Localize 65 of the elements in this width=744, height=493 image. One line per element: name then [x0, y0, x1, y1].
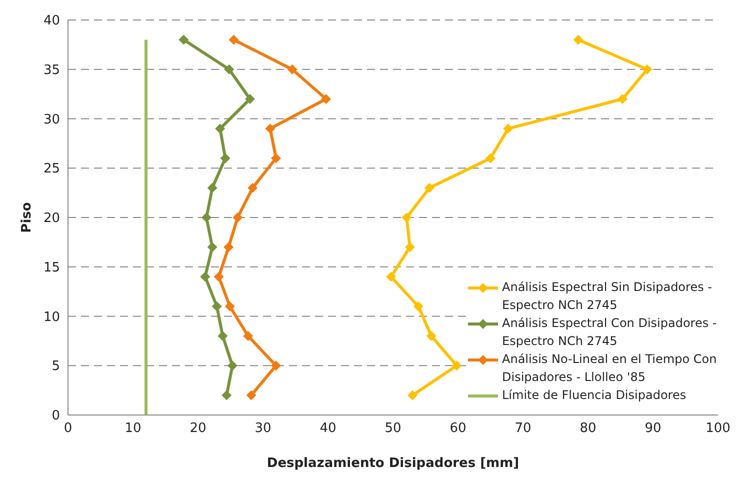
point — [386, 272, 396, 282]
point — [452, 360, 462, 371]
point — [573, 34, 584, 45]
point — [426, 331, 436, 341]
point — [224, 242, 234, 252]
point — [207, 242, 218, 252]
point — [207, 182, 218, 193]
point — [404, 242, 415, 252]
point — [413, 301, 424, 312]
point — [224, 64, 234, 74]
x-tick-label: 60 — [450, 421, 466, 436]
legend-label: Límite de Fluencia Disipadores — [502, 387, 686, 404]
point — [287, 64, 298, 74]
x-tick-label: 30 — [254, 421, 272, 436]
x-tick-label: 20 — [190, 421, 206, 436]
point — [220, 153, 230, 164]
point — [215, 124, 226, 134]
point — [246, 390, 256, 400]
x-tick-label: 90 — [644, 421, 662, 436]
point — [232, 212, 243, 222]
legend-label: Análisis Espectral Sin Disipadores - Espectro NCh 2745 — [502, 279, 713, 314]
point — [245, 94, 255, 104]
point — [201, 212, 212, 222]
y-tick-label: 25 — [43, 162, 60, 177]
point — [408, 390, 418, 400]
point — [271, 360, 281, 371]
y-tick-label: 20 — [43, 211, 60, 226]
y-tick-label: 5 — [52, 359, 60, 374]
point — [200, 272, 210, 282]
x-tick-label: 100 — [706, 421, 730, 436]
point — [218, 331, 228, 341]
point — [248, 182, 258, 193]
y-tick-label: 10 — [43, 310, 60, 325]
point — [227, 360, 238, 371]
point — [224, 301, 235, 312]
legend-label: Análisis No-Lineal en el Tiempo Con Disipadores - Llolleo '85 — [502, 351, 718, 386]
x-tick-label: 0 — [64, 421, 72, 436]
point — [271, 153, 281, 164]
point — [265, 124, 276, 134]
x-tick-label: 70 — [514, 421, 532, 436]
point — [243, 331, 254, 341]
point — [212, 301, 222, 312]
legend-label: Análisis Espectral Con Disipadores - Espectro NCh 2745 — [502, 315, 718, 350]
point — [503, 124, 514, 134]
x-axis-title: Desplazamiento Disipadores [mm] — [266, 456, 520, 471]
y-tick-label: 30 — [43, 112, 60, 128]
point — [321, 94, 332, 104]
y-axis-title: Piso — [20, 202, 35, 233]
point — [214, 272, 224, 282]
point — [486, 153, 496, 164]
point — [402, 212, 412, 222]
x-tick-label: 80 — [580, 421, 596, 436]
y-tick-label: 0 — [52, 408, 60, 424]
y-tick-label: 35 — [43, 62, 60, 78]
point — [424, 182, 434, 193]
y-tick-label: 40 — [43, 14, 60, 29]
point — [222, 390, 232, 400]
y-tick-label: 15 — [43, 260, 60, 276]
x-tick-label: 50 — [384, 421, 402, 436]
x-tick-label: 40 — [320, 421, 336, 436]
point — [178, 34, 189, 45]
point — [642, 64, 652, 74]
point — [617, 94, 628, 104]
x-tick-label: 10 — [124, 421, 142, 436]
point — [228, 34, 239, 45]
